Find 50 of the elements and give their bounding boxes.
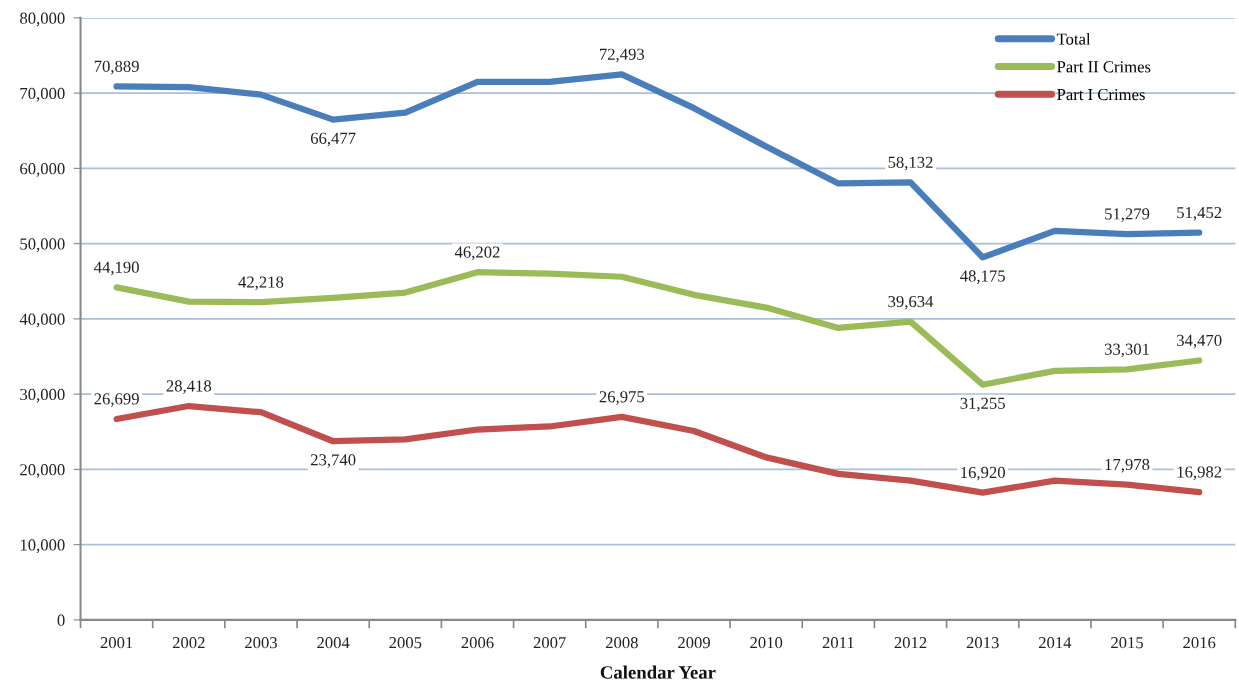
data-label: 23,740 <box>310 454 356 468</box>
x-tick-label: 2002 <box>172 637 205 649</box>
data-label: 26,699 <box>94 393 139 407</box>
x-tick-label: 2012 <box>894 637 927 649</box>
data-label: 48,175 <box>960 270 1005 284</box>
x-tick-label: 2001 <box>100 637 133 649</box>
x-tick-label: 2015 <box>1111 637 1144 649</box>
x-tick-label: 2011 <box>822 637 854 649</box>
y-tick-label: 20,000 <box>20 464 65 478</box>
x-tick-label: 2014 <box>1038 637 1072 649</box>
x-tick-label: 2008 <box>605 637 638 649</box>
x-tick-label: 2006 <box>461 637 494 649</box>
y-tick-label: 80,000 <box>20 12 65 27</box>
x-tick-label: 2007 <box>533 637 566 649</box>
data-label: 66,477 <box>310 132 356 147</box>
data-label: 58,132 <box>888 156 933 171</box>
data-label: 42,218 <box>238 276 284 291</box>
data-label: 26,975 <box>599 391 645 405</box>
legend-label: Part I Crimes <box>1057 88 1145 101</box>
data-label: 33,301 <box>1104 343 1149 358</box>
x-axis-title: Calendar Year <box>600 665 716 679</box>
x-tick-label: 2010 <box>750 637 783 649</box>
y-tick-label: 50,000 <box>20 238 65 252</box>
data-label: 28,418 <box>166 380 212 394</box>
y-tick-label: 40,000 <box>19 313 65 328</box>
data-label: 16,920 <box>961 466 1005 481</box>
data-label: 44,190 <box>94 261 139 276</box>
legend-label: Total <box>1056 32 1091 45</box>
data-label: 72,493 <box>600 48 645 63</box>
x-tick-label: 2013 <box>966 637 999 649</box>
y-tick-label: 30,000 <box>20 388 65 403</box>
data-label: 39,634 <box>888 295 934 310</box>
y-tick-label: 10,000 <box>20 539 65 553</box>
data-label: 70,889 <box>94 60 139 75</box>
x-tick-label: 2016 <box>1183 637 1216 649</box>
x-tick-label: 2004 <box>317 637 350 649</box>
data-label: 31,255 <box>960 397 1005 412</box>
data-label: 51,279 <box>1105 208 1150 222</box>
y-tick-label: 0 <box>57 614 65 626</box>
x-tick-label: 2005 <box>389 637 422 649</box>
legend-label: Part II Crimes <box>1057 61 1151 73</box>
data-label: 17,978 <box>1105 458 1150 473</box>
data-label: 34,470 <box>1177 334 1222 349</box>
y-tick-label: 70,000 <box>20 87 65 102</box>
y-tick-label: 60,000 <box>20 163 65 177</box>
x-tick-label: 2009 <box>678 637 710 649</box>
x-tick-label: 2003 <box>245 637 277 649</box>
data-label: 51,452 <box>1177 207 1222 221</box>
data-label: 46,202 <box>454 246 500 261</box>
data-label: 16,982 <box>1177 466 1222 480</box>
